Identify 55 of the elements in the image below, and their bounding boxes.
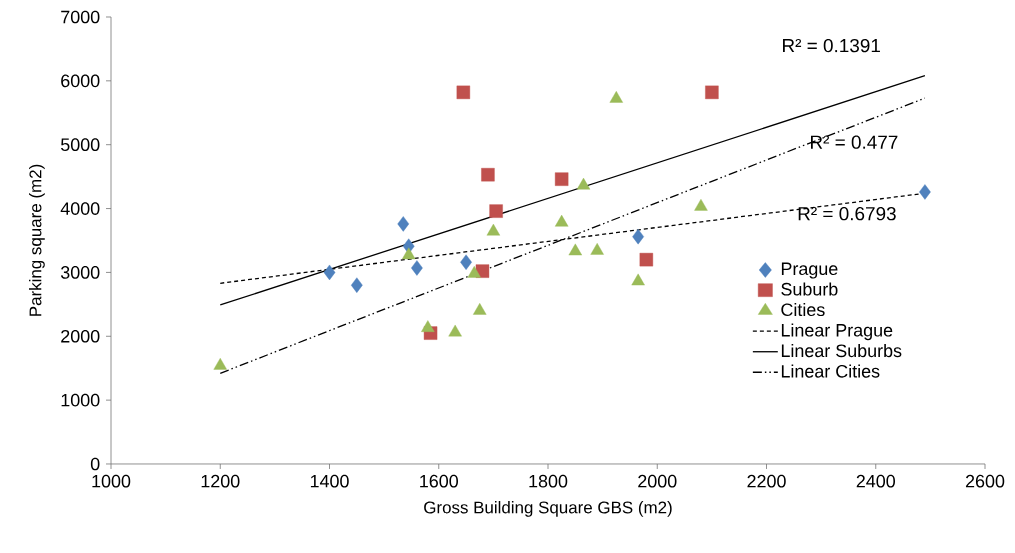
point — [639, 252, 654, 267]
y-tick-label: 1000 — [61, 393, 100, 407]
x-tick-label: 1600 — [420, 474, 458, 488]
point — [460, 254, 472, 270]
y-tick-label: 4000 — [60, 202, 100, 215]
point — [554, 172, 569, 186]
point — [421, 320, 435, 332]
annotation: R² = 0.1391 — [783, 38, 880, 53]
point — [590, 243, 604, 255]
legend-label: Linear Prague — [781, 323, 893, 341]
point — [351, 277, 363, 293]
point — [568, 243, 583, 256]
point — [576, 177, 591, 190]
point — [467, 265, 481, 278]
y-tick-label: 6000 — [61, 74, 100, 88]
point — [632, 228, 644, 245]
point — [694, 198, 708, 211]
point — [411, 260, 423, 276]
point — [705, 85, 719, 100]
x-tick-label: 2200 — [747, 474, 786, 488]
point — [402, 247, 416, 260]
y-tick-label: 5000 — [60, 138, 100, 152]
point — [631, 273, 645, 286]
point — [609, 91, 623, 103]
legend-label: Suburb — [781, 282, 838, 296]
y-tick-label: 7000 — [61, 10, 100, 24]
point — [456, 85, 471, 100]
point — [448, 324, 462, 337]
y-tick-label: 0 — [90, 457, 100, 471]
legend-label: Linear Suburbs — [781, 343, 902, 358]
y-axis-title: Parking square (m2) — [29, 164, 45, 316]
point — [397, 216, 410, 232]
point — [486, 223, 501, 236]
point — [213, 357, 227, 370]
point — [489, 204, 503, 218]
point — [481, 168, 495, 182]
y-tick-label: 3000 — [60, 266, 100, 279]
legend-label: Cities — [781, 302, 825, 317]
x-tick-label: 1200 — [201, 474, 240, 488]
point — [323, 264, 336, 281]
point — [554, 214, 569, 227]
annotation: R² = 0.6793 — [798, 206, 896, 221]
point — [919, 184, 931, 200]
y-tick-label: 2000 — [61, 329, 100, 343]
point — [473, 303, 487, 315]
x-tick-label: 2600 — [965, 474, 1005, 488]
x-tick-label: 1400 — [310, 474, 349, 488]
x-tick-label: 1800 — [529, 474, 568, 488]
legend-label: Linear Cities — [781, 364, 880, 378]
x-axis-title: Gross Building Square GBS (m2) — [424, 501, 672, 517]
x-tick-label: 1000 — [92, 474, 131, 488]
x-tick-label: 2400 — [856, 474, 896, 488]
x-tick-label: 2000 — [638, 474, 677, 488]
annotation: R² = 0.477 — [811, 135, 898, 149]
legend-label: Prague — [781, 262, 838, 279]
